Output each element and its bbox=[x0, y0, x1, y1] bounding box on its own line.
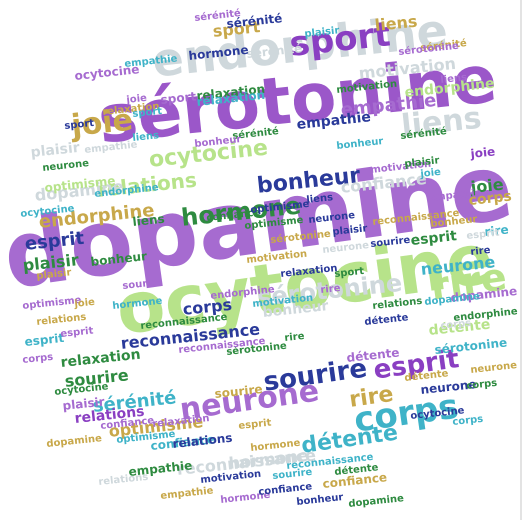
word-cloud-word: bonheur bbox=[295, 492, 344, 508]
frame-edge bbox=[520, 0, 522, 520]
word-cloud-word: neurone bbox=[469, 360, 518, 376]
word-cloud-word: empathie bbox=[159, 485, 214, 502]
word-cloud-word: sérotonine bbox=[433, 335, 508, 357]
word-cloud-word: neurone bbox=[41, 158, 90, 174]
word-cloud-word: joie bbox=[125, 92, 148, 106]
word-cloud-word: sourire bbox=[271, 466, 313, 482]
word-cloud-word: rire bbox=[347, 381, 395, 413]
word-cloud-word: relations bbox=[171, 430, 234, 451]
word-cloud-word: détente bbox=[363, 312, 409, 328]
word-cloud-word: joie bbox=[73, 296, 96, 310]
word-cloud-word: esprit bbox=[237, 417, 272, 432]
word-cloud-word: joie bbox=[469, 144, 496, 161]
word-cloud-word: joie bbox=[419, 166, 442, 180]
word-cloud-word: rire bbox=[319, 282, 342, 296]
word-cloud-word: dopamine bbox=[347, 493, 405, 510]
word-cloud-word: esprit bbox=[59, 325, 94, 340]
word-cloud-word: liens bbox=[131, 211, 166, 229]
word-cloud-word: plaisir bbox=[29, 139, 81, 161]
word-cloud-word: sport bbox=[159, 89, 197, 107]
word-cloud-word: esprit bbox=[23, 330, 65, 349]
word-cloud-word: relaxation bbox=[59, 346, 142, 371]
word-cloud-word: rire bbox=[469, 244, 492, 258]
word-cloud-word: corps bbox=[465, 377, 498, 392]
word-cloud-word: dopamine bbox=[45, 433, 103, 450]
word-cloud-word: corps bbox=[21, 351, 54, 366]
word-cloud-word: corps bbox=[451, 413, 484, 428]
word-cloud-word: rire bbox=[283, 330, 306, 344]
word-cloud-word: relations bbox=[97, 471, 149, 488]
word-cloud-word: liens bbox=[373, 11, 419, 35]
word-cloud-word: relations bbox=[35, 311, 87, 328]
